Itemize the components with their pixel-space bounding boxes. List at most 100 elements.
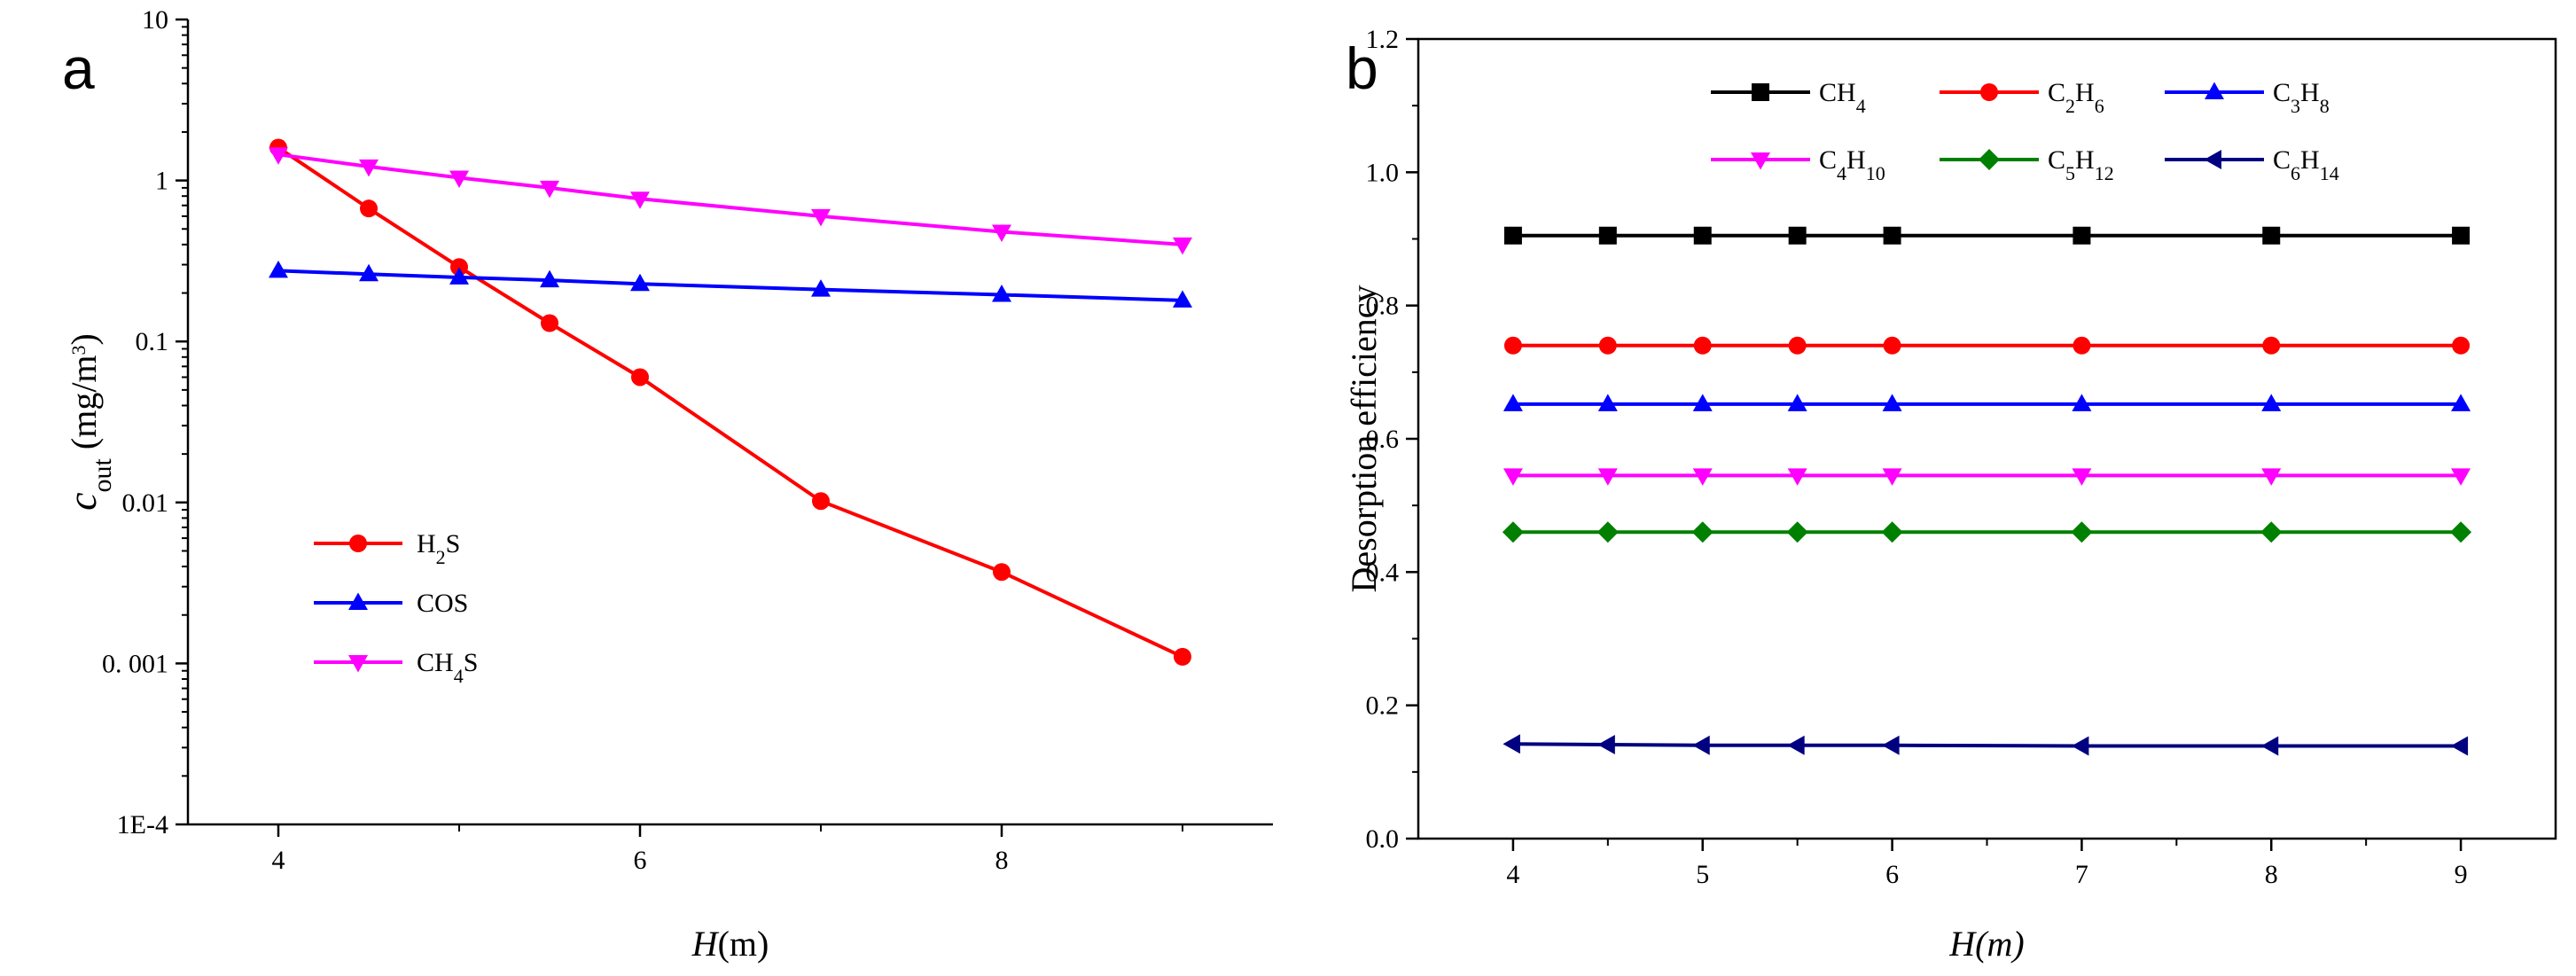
series-line-H2S xyxy=(277,145,1183,659)
data-point-C6H14 xyxy=(1503,734,1520,754)
legend-label-C2H6: C2H6 xyxy=(2048,78,2104,117)
legend-label-C4H10: C4H10 xyxy=(1819,145,1885,184)
y-tick-label: 0.0 xyxy=(1366,824,1400,854)
x-tick-label: 8 xyxy=(995,846,1009,875)
data-point-CH4 xyxy=(1788,226,1807,245)
data-point-C5H12 xyxy=(2260,521,2283,543)
y-tick-label: 0.6 xyxy=(1366,425,1400,454)
data-point-H2S xyxy=(1174,647,1191,666)
data-point-C3H8 xyxy=(1692,394,1713,411)
data-point-COS xyxy=(359,263,379,282)
panel-letter-a: a xyxy=(62,35,95,101)
y-tick-label: 1.2 xyxy=(1366,25,1400,54)
legend-marker-C2H6 xyxy=(1980,83,1998,101)
data-point-C3H8 xyxy=(2451,394,2471,411)
y-tick-label: 0.8 xyxy=(1366,292,1400,321)
data-point-H2S xyxy=(993,563,1011,582)
legend-label-COS: COS xyxy=(417,589,468,618)
x-tick-label: 4 xyxy=(1506,860,1519,889)
data-point-C3H8 xyxy=(1882,394,1902,411)
data-point-H2S xyxy=(541,314,558,332)
x-tick-label: 6 xyxy=(634,846,647,875)
data-point-C6H14 xyxy=(2260,736,2279,756)
legend-label-CH4: CH4 xyxy=(1819,78,1866,117)
data-point-C4H10 xyxy=(1597,468,1618,486)
legend-marker-C4H10 xyxy=(1751,152,1770,170)
legend-marker-H2S xyxy=(349,535,367,552)
data-point-C6H14 xyxy=(1692,735,1710,755)
data-point-C5H12 xyxy=(2450,521,2472,543)
data-point-C5H12 xyxy=(1596,521,1619,543)
data-point-COS xyxy=(449,267,469,285)
data-point-C2H6 xyxy=(2452,336,2471,355)
series-line-COS xyxy=(277,269,1183,302)
data-point-C2H6 xyxy=(2262,336,2281,355)
x-tick-label: 5 xyxy=(1696,860,1709,889)
y-tick-label: 1E-4 xyxy=(117,810,168,839)
data-point-COS xyxy=(1173,290,1192,308)
legend-marker-C3H8 xyxy=(2205,82,2224,99)
data-point-C4H10 xyxy=(2451,468,2471,486)
y-axis-label: cout (mg/m3) xyxy=(59,333,117,511)
data-point-C4H10 xyxy=(1692,468,1713,486)
data-point-CH4 xyxy=(2073,226,2091,245)
data-point-CH4 xyxy=(2262,226,2281,245)
data-point-CH4 xyxy=(1883,226,1901,245)
panel-a-chart: 10 1 0.1 0.01 0. 001 1E-4 4 6 8 H(m) cout (mg/m3) a… xyxy=(59,5,1273,964)
y-axis-label: Desorption efficiency xyxy=(1344,285,1384,593)
series-line-C6H14 xyxy=(1512,742,2462,748)
data-point-C4H10 xyxy=(2261,468,2282,486)
data-point-C3H8 xyxy=(2072,394,2092,411)
data-point-CH4 xyxy=(1598,226,1617,245)
data-point-C5H12 xyxy=(2071,521,2093,543)
data-point-CH4S xyxy=(992,224,1011,242)
y-tick-label: 10 xyxy=(142,5,168,35)
legend-marker-C6H14 xyxy=(2204,150,2221,169)
data-point-C5H12 xyxy=(1691,521,1713,543)
data-point-H2S xyxy=(812,492,830,511)
data-point-CH4 xyxy=(1693,226,1712,245)
legend-label-CH4S: CH4S xyxy=(417,648,478,687)
legend-marker-C5H12 xyxy=(1979,149,2000,170)
y-tick-label: 1.0 xyxy=(1366,158,1400,187)
legend-label-C3H8: C3H8 xyxy=(2273,78,2330,117)
data-point-C3H8 xyxy=(2261,394,2282,411)
data-point-C2H6 xyxy=(1788,336,1807,355)
data-point-C6H14 xyxy=(1597,735,1615,755)
data-point-C3H8 xyxy=(1597,394,1618,411)
legend-marker-COS xyxy=(348,592,368,610)
y-tick-label: 0.2 xyxy=(1366,691,1400,721)
data-point-CH4S xyxy=(359,159,379,177)
data-point-C3H8 xyxy=(1787,394,1807,411)
data-point-C6H14 xyxy=(2450,736,2469,756)
data-point-C4H10 xyxy=(1503,468,1523,486)
data-point-C4H10 xyxy=(1882,468,1902,486)
data-point-CH4S xyxy=(269,147,288,165)
legend-label-C6H14: C6H14 xyxy=(2273,145,2339,184)
y-tick-label: 0. 001 xyxy=(102,649,168,678)
data-point-COS xyxy=(992,285,1011,302)
data-point-C2H6 xyxy=(1693,336,1712,355)
data-point-C2H6 xyxy=(1598,336,1617,355)
x-axis-label: H(m) xyxy=(1948,924,2024,964)
legend-label-C5H12: C5H12 xyxy=(2048,145,2114,184)
data-point-C4H10 xyxy=(1787,468,1807,486)
series-line-CH4S xyxy=(277,152,1183,246)
legend-marker-CH4S xyxy=(348,655,368,673)
data-point-C5H12 xyxy=(1881,521,1903,543)
y-tick-label: 1 xyxy=(155,167,168,196)
data-point-CH4 xyxy=(2452,226,2471,245)
x-tick-label: 6 xyxy=(1885,860,1899,889)
data-point-COS xyxy=(630,273,650,292)
data-point-CH4S xyxy=(449,170,469,189)
y-tick-label: 0.1 xyxy=(136,327,169,356)
data-point-C5H12 xyxy=(1502,521,1524,543)
data-point-C4H10 xyxy=(2072,468,2092,486)
x-tick-label: 8 xyxy=(2265,860,2278,889)
y-tick-label: 0.01 xyxy=(122,488,169,518)
data-point-COS xyxy=(269,260,288,278)
data-point-C6H14 xyxy=(2071,736,2089,756)
data-point-H2S xyxy=(360,199,378,218)
panel-b-chart: 0.0 0.2 0.4 0.6 0.8 1.0 1.2 4 5 6 7 8 9 H(m) Desorptio… xyxy=(1344,25,2557,964)
